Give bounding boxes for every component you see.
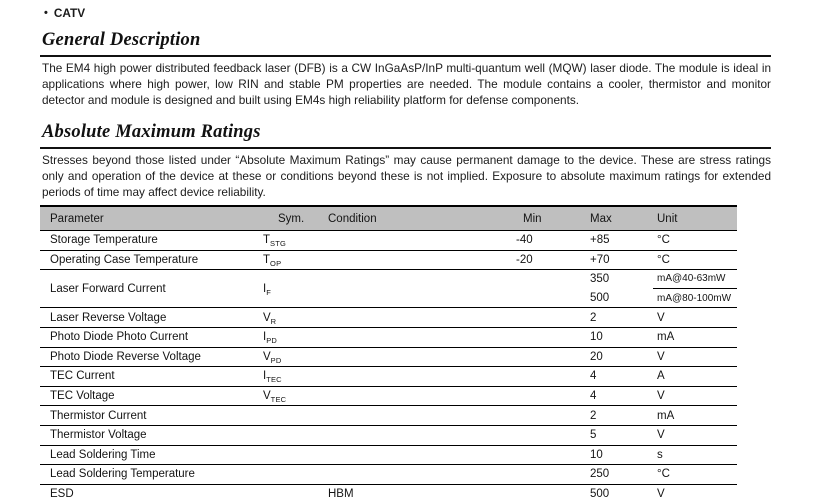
cell-unit: mA@40-63mW mA@80-100mW: [653, 270, 737, 307]
general-description-heading: General Description: [42, 30, 201, 50]
bullet-icon: •: [44, 7, 48, 19]
cell-min: -40: [516, 234, 533, 247]
cell-max: 4: [590, 370, 597, 383]
cell-parameter: TEC Voltage: [50, 390, 115, 403]
cell-max: 2: [590, 311, 597, 324]
symbol-subscript: PD: [266, 336, 278, 346]
cell-symbol: ITEC: [263, 370, 282, 385]
symbol-subscript: TEC: [270, 395, 287, 405]
cell-max: 500: [590, 488, 610, 499]
cell-parameter: Storage Temperature: [50, 234, 158, 247]
cell-symbol: VR: [263, 311, 277, 326]
table-row: Laser Reverse Voltage VR 2 V: [40, 308, 737, 328]
cell-unit: A: [657, 370, 665, 383]
table-header-row: Parameter Sym. Condition Min Max Unit: [40, 207, 737, 231]
bullet-list-item: • CATV: [44, 6, 85, 20]
table-row: Thermistor Voltage 5 V: [40, 425, 737, 446]
absolute-maximum-ratings-table: Parameter Sym. Condition Min Max Unit St…: [40, 205, 737, 499]
cell-max-subvalue: 350: [590, 273, 610, 286]
cell-unit: s: [657, 448, 663, 461]
cell-unit-subvalue: mA@40-63mW: [653, 270, 737, 289]
heading-rule: [40, 55, 771, 57]
cell-max: 350 500: [581, 270, 653, 307]
cell-parameter: Thermistor Current: [50, 409, 147, 422]
symbol-subscript: OP: [270, 258, 282, 268]
table-row: ESD HBM 500 V: [40, 484, 737, 499]
column-header-max: Max: [590, 212, 612, 225]
cell-symbol: VPD: [263, 350, 282, 365]
cell-max: 4: [590, 390, 597, 403]
cell-max: 20: [590, 350, 603, 363]
cell-symbol: IF: [263, 282, 271, 297]
column-header-symbol: Sym.: [278, 212, 305, 225]
cell-min: -20: [516, 253, 533, 266]
cell-parameter: Photo Diode Reverse Voltage: [50, 350, 201, 363]
table-row: TEC Voltage VTEC 4 V: [40, 386, 737, 407]
cell-symbol: IPD: [263, 331, 278, 346]
cell-unit: °C: [657, 253, 670, 266]
cell-unit: mA: [657, 331, 675, 344]
cell-parameter: Thermistor Voltage: [50, 429, 147, 442]
cell-parameter: Laser Forward Current: [50, 282, 166, 295]
cell-max: 250: [590, 468, 610, 481]
heading-rule: [40, 147, 771, 149]
table-row: Storage Temperature TSTG -40 +85 °C: [40, 231, 737, 251]
cell-unit: V: [657, 311, 665, 324]
symbol-subscript: F: [266, 287, 271, 297]
amr-table-body: Storage Temperature TSTG -40 +85 °C Operating…: [40, 231, 737, 499]
cell-symbol: TSTG: [263, 234, 287, 249]
table-row: Photo Diode Photo Current IPD 10 mA: [40, 327, 737, 348]
column-header-condition: Condition: [328, 212, 377, 225]
table-row: Photo Diode Reverse Voltage VPD 20 V: [40, 347, 737, 368]
symbol-subscript: TEC: [266, 375, 282, 385]
column-header-parameter: Parameter: [50, 212, 104, 225]
table-row: Laser Forward Current IF 350 500 mA@40-63mW m…: [40, 270, 737, 309]
symbol-subscript: PD: [270, 355, 282, 365]
cell-max: +85: [590, 234, 610, 247]
cell-symbol: VTEC: [263, 390, 287, 405]
bullet-item-label: CATV: [53, 6, 86, 20]
cell-unit: mA: [657, 409, 675, 422]
cell-unit: °C: [657, 468, 670, 481]
cell-parameter: ESD: [50, 488, 74, 499]
cell-unit: V: [657, 488, 665, 499]
cell-unit: °C: [657, 234, 670, 247]
cell-parameter: TEC Current: [50, 370, 115, 383]
cell-parameter: Operating Case Temperature: [50, 253, 199, 266]
cell-symbol: TOP: [263, 253, 282, 268]
table-row: TEC Current ITEC 4 A: [40, 367, 737, 387]
column-header-unit: Unit: [657, 212, 678, 225]
cell-max-subvalue: 500: [590, 292, 610, 305]
cell-parameter: Lead Soldering Time: [50, 448, 156, 461]
symbol-subscript: STG: [270, 239, 287, 249]
cell-unit: V: [657, 390, 665, 403]
cell-unit-subvalue: mA@80-100mW: [657, 292, 732, 304]
table-row: Operating Case Temperature TOP -20 +70 °C: [40, 250, 737, 271]
cell-parameter: Lead Soldering Temperature: [50, 468, 195, 481]
general-description-paragraph: The EM4 high power distributed feedback …: [42, 61, 771, 107]
cell-parameter: Photo Diode Photo Current: [50, 331, 189, 344]
cell-max: +70: [590, 253, 610, 266]
cell-max: 10: [590, 448, 603, 461]
symbol-subscript: R: [270, 316, 277, 326]
column-header-min: Min: [523, 212, 542, 225]
absolute-maximum-ratings-heading: Absolute Maximum Ratings: [42, 122, 261, 142]
table-row: Lead Soldering Time 10 s: [40, 445, 737, 466]
cell-max: 2: [590, 409, 597, 422]
absolute-maximum-ratings-paragraph: Stresses beyond those listed under “Abso…: [42, 153, 771, 199]
cell-unit: V: [657, 429, 665, 442]
cell-max: 5: [590, 429, 597, 442]
cell-max: 10: [590, 331, 603, 344]
cell-condition: HBM: [328, 488, 354, 499]
table-row: Lead Soldering Temperature 250 °C: [40, 465, 737, 485]
cell-parameter: Laser Reverse Voltage: [50, 311, 167, 324]
cell-unit: V: [657, 350, 665, 363]
table-row: Thermistor Current 2 mA: [40, 406, 737, 426]
